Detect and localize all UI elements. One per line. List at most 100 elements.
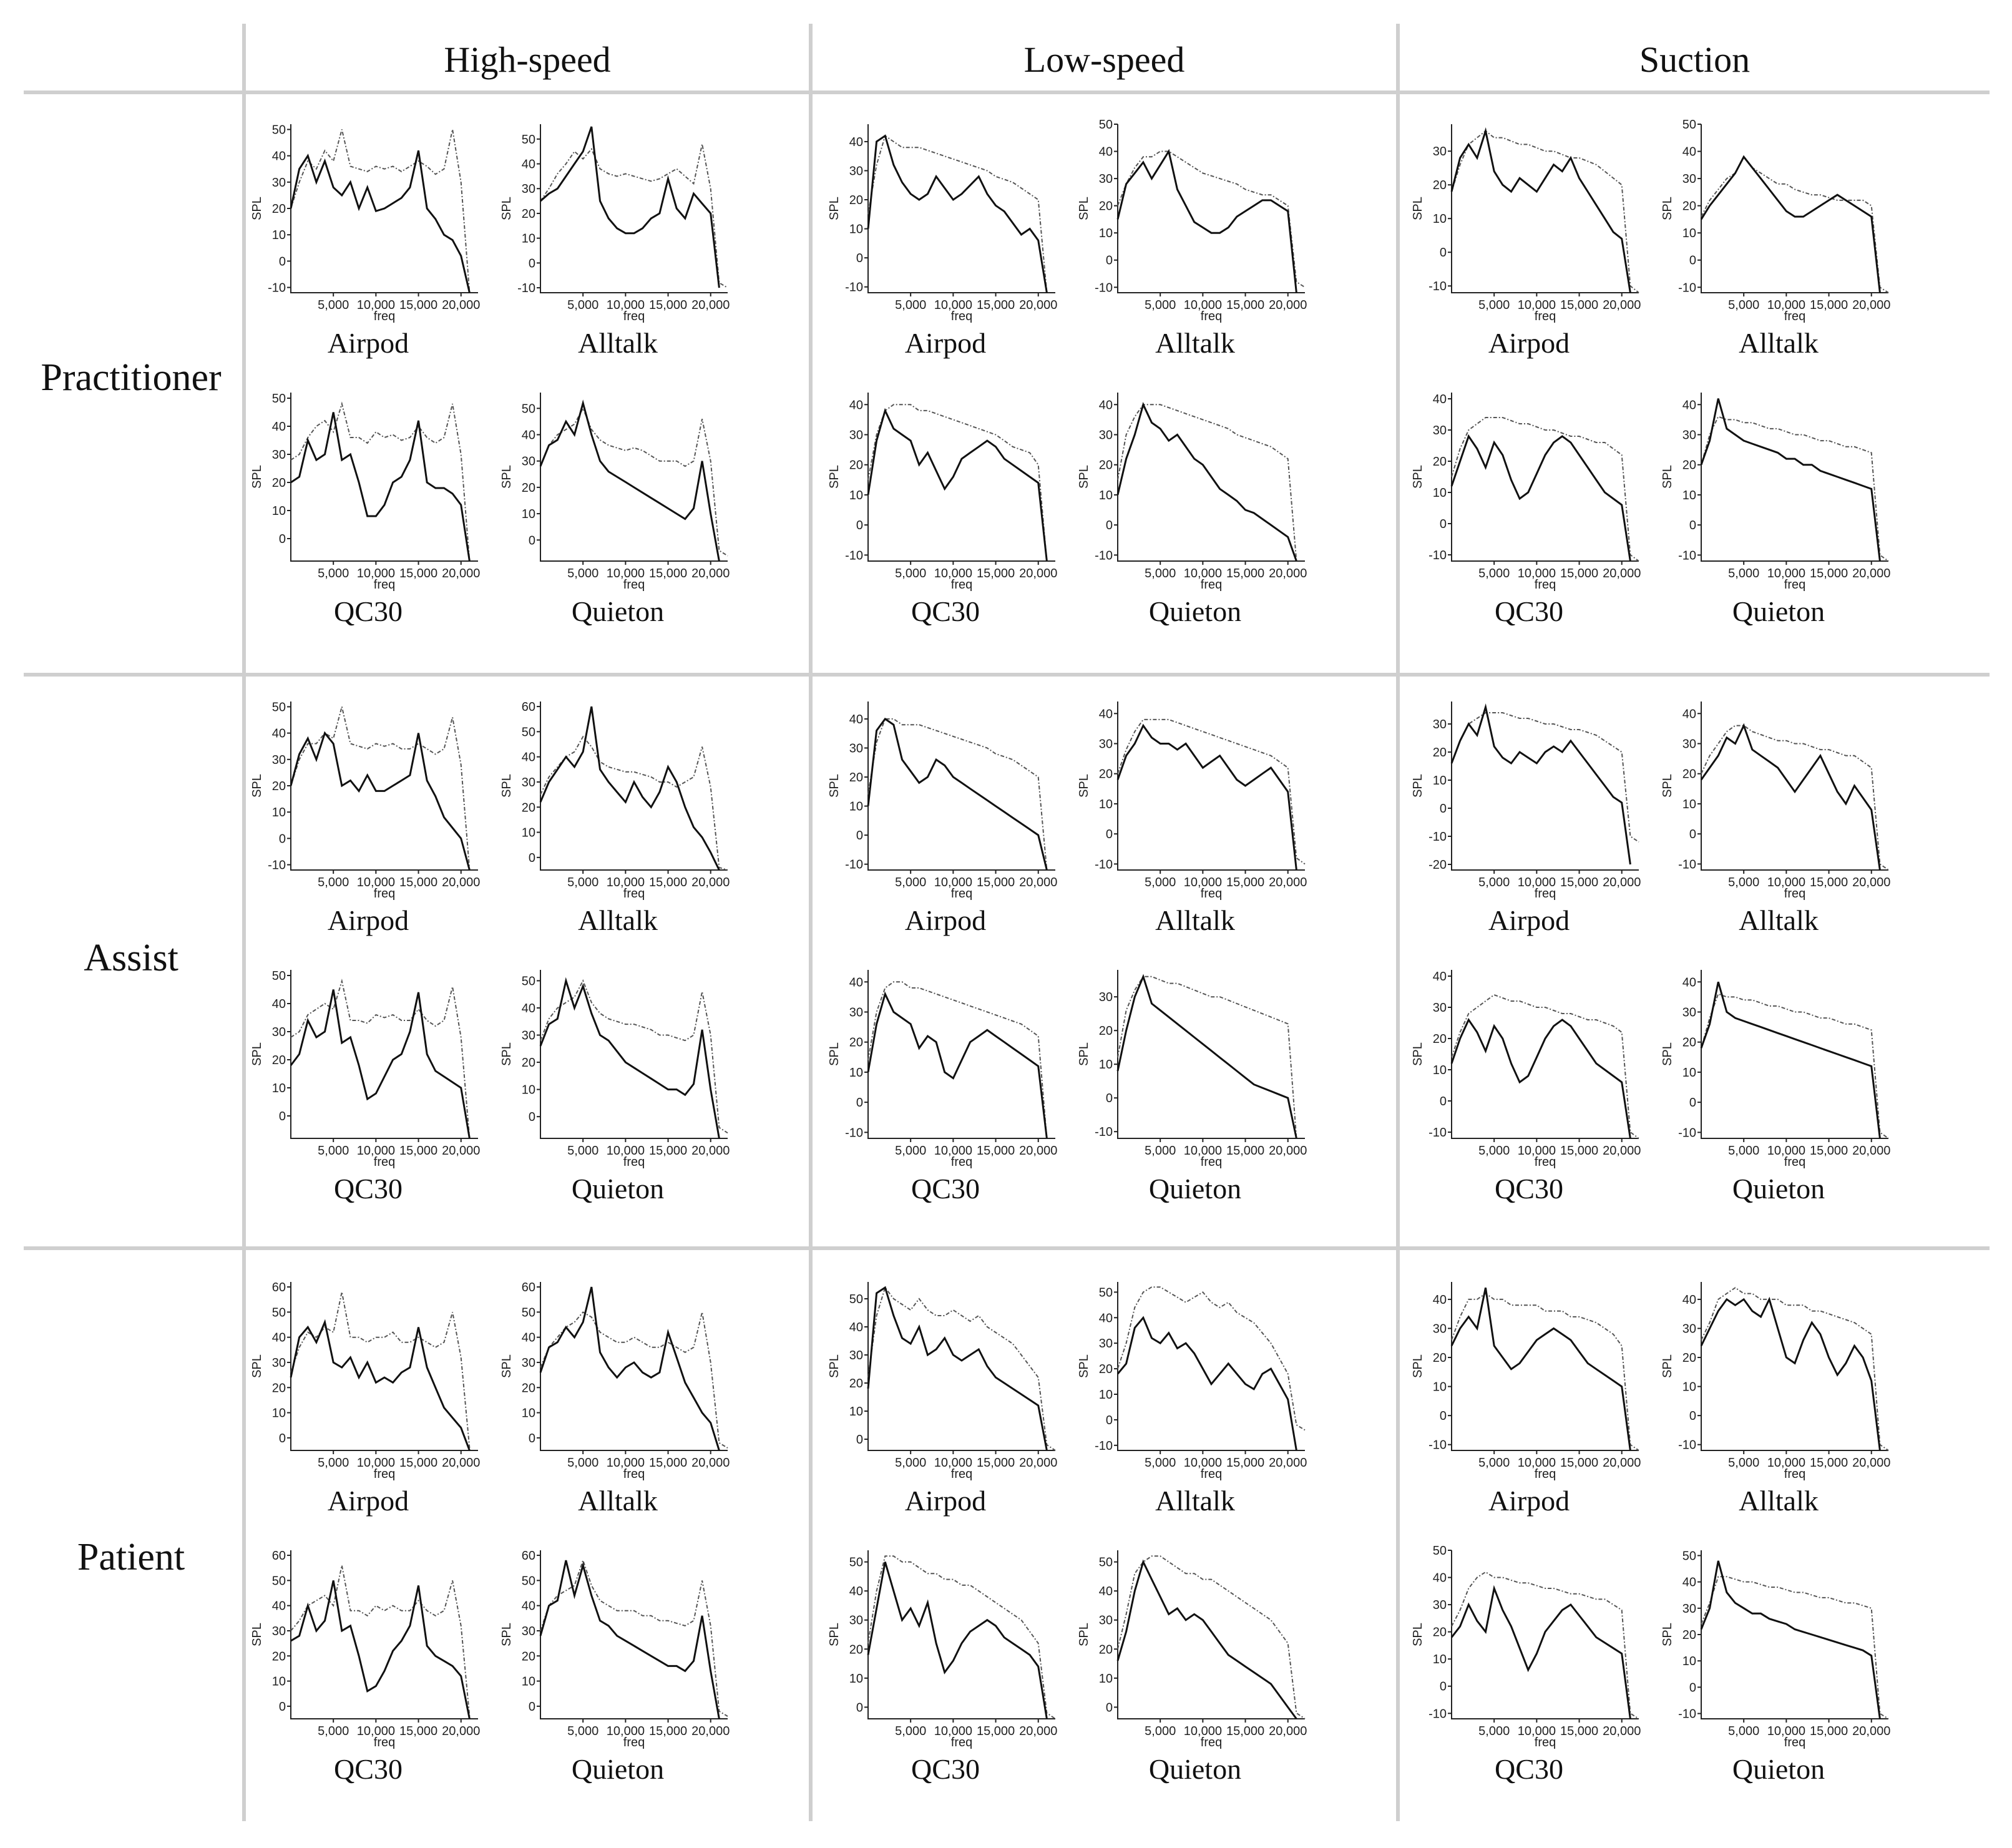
x-tick-label: 10,000 (357, 567, 395, 580)
y-tick-label: 0 (529, 851, 535, 865)
row-header-patient: Patient (77, 1535, 185, 1578)
column-header-suction: Suction (1639, 39, 1751, 80)
axes-frame (1701, 393, 1888, 562)
series-solid-line (290, 1580, 471, 1719)
series-dashdot-line (867, 134, 1048, 293)
x-tick-label: 5,000 (567, 298, 598, 312)
x-axis-title: freq (623, 1736, 645, 1749)
series-solid-line (539, 1560, 720, 1719)
x-axis-title: freq (623, 887, 645, 901)
y-tick-label: 60 (272, 1549, 286, 1563)
y-tick-label: 20 (849, 771, 863, 785)
series-dashdot-line (290, 1291, 471, 1449)
x-tick-label: 20,000 (1603, 876, 1641, 889)
x-tick-label: 10,000 (1184, 876, 1222, 889)
y-tick-label: 40 (522, 751, 535, 765)
y-tick-label: 0 (1689, 519, 1696, 532)
series-dashdot-line (1451, 1293, 1639, 1451)
y-tick-label: 0 (1689, 254, 1696, 268)
x-tick-label: 20,000 (442, 1724, 480, 1738)
x-axis-title: freq (374, 1736, 395, 1749)
series-solid-line (867, 991, 1048, 1139)
axes-frame (867, 124, 1055, 293)
y-tick-label: 50 (522, 974, 535, 988)
row-separator-2 (24, 1246, 1990, 1250)
series-dashdot-line (867, 981, 1048, 1139)
y-tick-label: 40 (1099, 1585, 1113, 1598)
y-tick-label: -10 (1678, 1708, 1696, 1721)
x-tick-label: 20,000 (1269, 876, 1307, 889)
x-tick-label: 15,000 (1560, 298, 1598, 312)
y-axis-title: SPL (828, 774, 841, 798)
x-tick-label: 10,000 (1518, 1456, 1556, 1470)
y-tick-label: 0 (1440, 1680, 1447, 1694)
y-tick-label: 0 (279, 1700, 286, 1714)
y-tick-label: 20 (1433, 746, 1447, 760)
panel-label-qc30: QC30 (911, 1753, 980, 1785)
x-tick-label: 15,000 (1560, 1144, 1598, 1158)
y-tick-label: 30 (1099, 1337, 1113, 1351)
x-tick-label: 15,000 (1226, 1456, 1264, 1470)
y-tick-label: 10 (1433, 486, 1447, 500)
x-tick-label: 20,000 (1603, 1724, 1641, 1738)
y-axis-title: SPL (1411, 1623, 1425, 1646)
axes-frame (867, 393, 1055, 562)
x-axis-title: freq (1535, 1155, 1556, 1169)
x-tick-label: 15,000 (977, 1724, 1015, 1738)
x-tick-label: 10,000 (934, 298, 972, 312)
axes-frame (1451, 702, 1639, 871)
x-tick-label: 15,000 (399, 1724, 437, 1738)
x-tick-label: 5,000 (1145, 1456, 1176, 1470)
y-tick-label: 40 (849, 975, 863, 989)
y-tick-label: 30 (522, 776, 535, 790)
y-tick-label: 20 (849, 1377, 863, 1391)
y-tick-label: 0 (529, 257, 535, 270)
y-tick-label: 20 (1682, 1351, 1696, 1365)
chart-svg-suction-practitioner-qc30: -10 0 10 20 30 40 5,000 10,000 15,000 20,000 freq S… (1411, 393, 1641, 592)
x-tick-label: 10,000 (1184, 1144, 1222, 1158)
series-dashdot-line (1451, 994, 1639, 1139)
y-axis-title: SPL (250, 197, 264, 220)
y-tick-label: 0 (856, 519, 863, 532)
y-tick-label: 10 (849, 1672, 863, 1686)
y-tick-label: 0 (529, 1110, 535, 1124)
y-tick-label: 30 (1433, 1322, 1447, 1336)
series-solid-line (1450, 434, 1631, 562)
y-tick-label: 0 (856, 1096, 863, 1110)
row-header-assist: Assist (84, 936, 178, 979)
panel-label-alltalk: Alltalk (578, 1485, 658, 1517)
chart-svg-suction-practitioner-quieton: -10 0 10 20 30 40 5,000 10,000 15,000 20,000 freq S… (1661, 393, 1890, 592)
y-tick-label: -10 (1095, 1439, 1113, 1453)
panel-label-quieton: Quieton (1732, 595, 1825, 627)
y-tick-label: 10 (1433, 1381, 1447, 1394)
y-tick-label: 20 (1099, 200, 1113, 213)
y-axis-title: SPL (1661, 1354, 1674, 1378)
series-dashdot-line (290, 706, 471, 871)
chart-svg-suction-practitioner-alltalk: -10 0 10 20 30 40 50 5,000 10,000 15,000 20,000 fre… (1661, 118, 1890, 323)
chart-svg-high-speed-patient-alltalk: 0 10 20 30 40 50 60 5,000 10,000 15,000 20,000 freq… (500, 1281, 730, 1481)
x-tick-label: 5,000 (1145, 567, 1176, 580)
y-tick-label: 0 (1106, 1414, 1113, 1427)
x-axis-title: freq (951, 887, 972, 901)
y-tick-label: 20 (1433, 455, 1447, 469)
y-tick-label: -10 (1095, 858, 1113, 871)
x-axis-title: freq (951, 1736, 972, 1749)
y-tick-label: 30 (522, 1029, 535, 1043)
y-tick-label: 50 (272, 1574, 286, 1588)
y-tick-label: 0 (529, 1432, 535, 1445)
chart-panel-suction-patient-airpod: -10 0 10 20 30 40 5,000 10,000 15,000 20,000 freq S… (1410, 1273, 1648, 1517)
y-tick-label: -10 (517, 281, 535, 295)
y-tick-label: 10 (522, 1675, 535, 1689)
chart-panel-low-speed-patient-airpod: 0 10 20 30 40 50 5,000 10,000 15,000 20,000 freq SP… (827, 1273, 1064, 1517)
x-tick-label: 10,000 (1767, 1144, 1805, 1158)
x-tick-label: 10,000 (607, 298, 645, 312)
x-tick-label: 5,000 (1728, 1144, 1759, 1158)
y-axis-title: SPL (1077, 1623, 1091, 1646)
series-dashdot-line (1117, 1286, 1306, 1431)
x-tick-label: 10,000 (1518, 1724, 1556, 1738)
series-solid-line (867, 408, 1048, 562)
x-tick-label: 10,000 (1184, 1456, 1222, 1470)
x-tick-label: 15,000 (1810, 567, 1848, 580)
y-tick-label: 50 (849, 1556, 863, 1570)
y-tick-label: 40 (1099, 1311, 1113, 1325)
